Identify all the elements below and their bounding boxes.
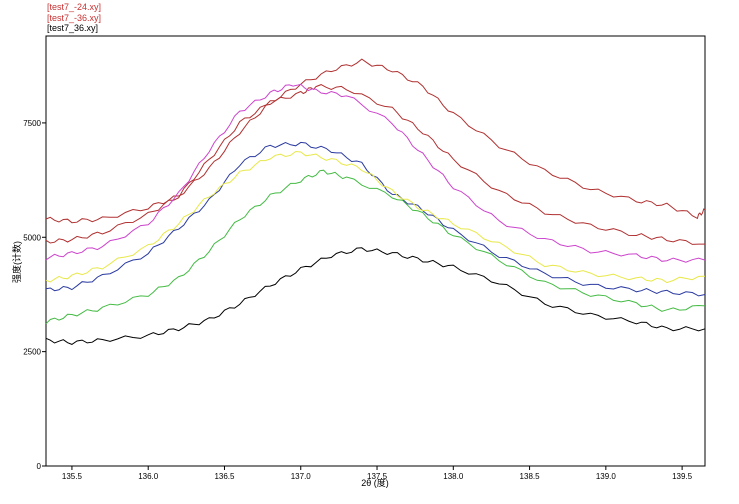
series-line [45,247,706,345]
series-line [45,141,706,297]
x-tick-label: 135.5 [62,472,83,481]
series-line [45,83,706,263]
y-tick-label: 7500 [23,119,41,128]
x-tick-label: 139.0 [596,472,617,481]
x-axis-ticks: 135.5 136.0 136.5 137.0 137.5 138.0 138.5 139.0… [62,466,693,481]
x-tick-label: 138.0 [443,472,464,481]
series-line [45,169,706,325]
x-tick-label: 137.5 [367,472,388,481]
y-tick-label: 0 [37,462,42,471]
x-axis-label: 2θ (度) [361,477,389,488]
series-line [45,150,706,284]
x-tick-label: 136.0 [138,472,159,481]
legend-entry-test7-minus24: [test7_-24.xy] [47,2,102,12]
y-axis-ticks: 0 2500 5000 7500 [23,119,46,471]
x-tick-label: 136.5 [214,472,235,481]
y-tick-label: 5000 [23,233,41,242]
series-line [45,58,706,224]
plot-area [45,35,706,467]
y-tick-label: 2500 [23,348,41,357]
legend: [test7_-24.xy] [test7_-36.xy] [test7_36.… [47,2,101,34]
y-axis-label: 强度(计数) [11,241,22,283]
x-tick-label: 137.0 [291,472,312,481]
legend-entry-test7-minus36: [test7_-36.xy] [47,12,102,23]
series-layer [45,58,706,345]
series-line [45,84,705,245]
x-tick-label: 138.5 [520,472,541,481]
x-tick-label: 139.5 [672,472,693,481]
legend-entry-test7-36: [test7_36.xy] [47,23,99,33]
